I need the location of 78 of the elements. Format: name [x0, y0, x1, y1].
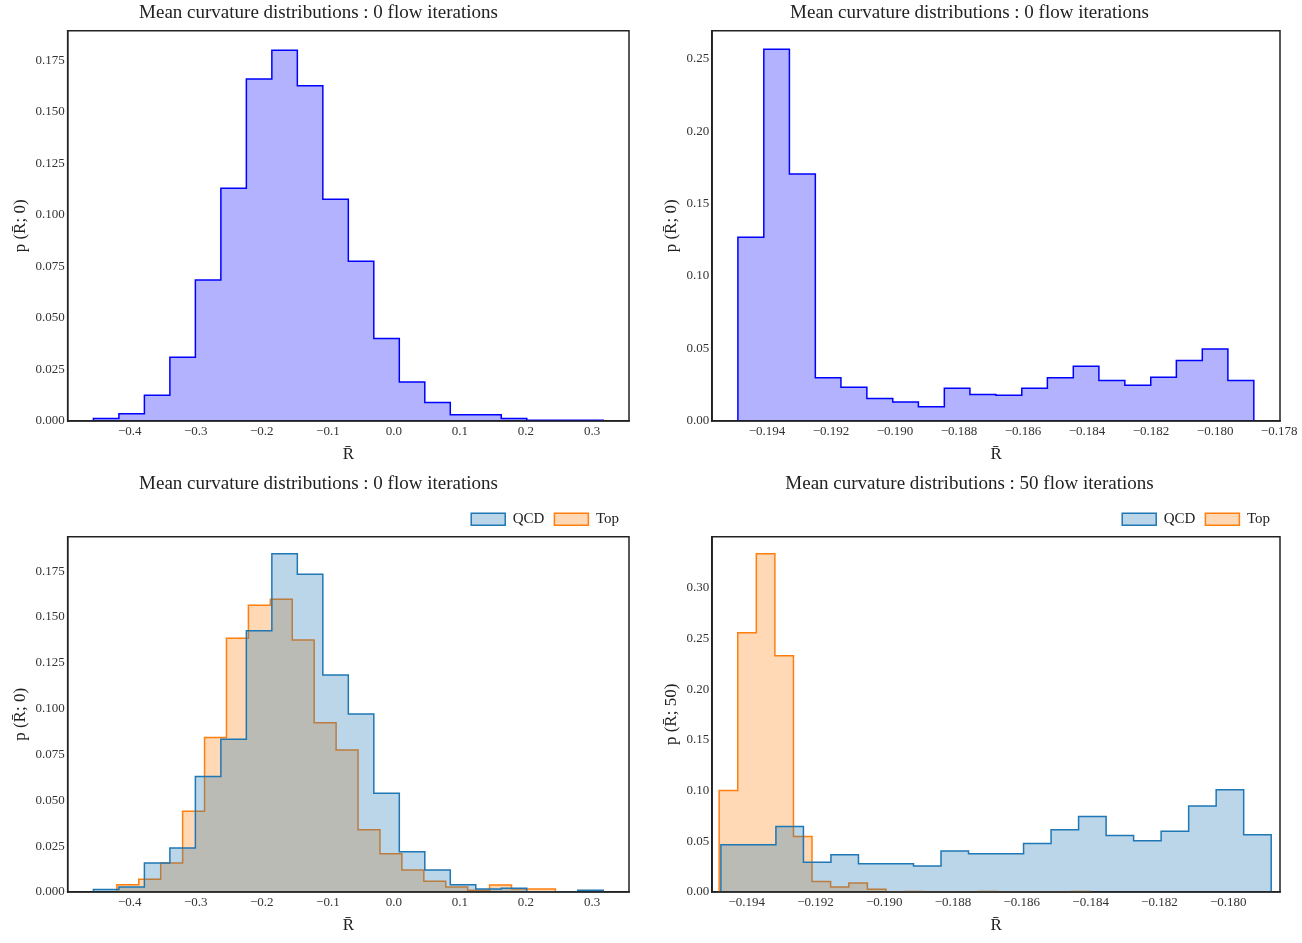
legend-label: Top [1246, 510, 1271, 527]
x-tick-label: 0.0 [385, 423, 403, 439]
y-axis-title: p (R̄; 0) [9, 199, 29, 253]
x-tick-label: −0.192 [812, 423, 850, 439]
y-tick-label: 0.050 [35, 791, 65, 807]
legend-label: QCD [512, 510, 545, 527]
chart-title: Mean curvature distributions : 50 flow iterations [785, 472, 1154, 494]
y-tick-label: 0.20 [686, 680, 710, 696]
y-tick-label: 0.175 [35, 51, 65, 67]
y-tick-label: 0.20 [686, 122, 710, 138]
y-tick-label: 0.15 [686, 195, 710, 210]
x-tick-label: −0.4 [117, 423, 143, 439]
chart-title: Mean curvature distributions : 0 flow iterations [790, 1, 1149, 23]
y-tick-label: 0.000 [35, 412, 65, 428]
y-axis-title: p (R̄; 0) [9, 687, 29, 741]
x-tick-label: −0.194 [748, 423, 786, 439]
x-tick-label: −0.192 [797, 894, 834, 910]
x-tick-label: 0.1 [451, 894, 469, 910]
x-tick-label: −0.2 [250, 894, 274, 910]
x-tick-label: 0.2 [517, 894, 535, 910]
x-tick-label: −0.184 [1068, 423, 1106, 439]
x-axis-title: R̄ [342, 915, 355, 935]
y-tick-label: 0.10 [686, 267, 710, 283]
x-tick-label: −0.190 [876, 423, 914, 439]
x-tick-label: 0.2 [517, 423, 535, 439]
x-tick-label: −0.184 [1072, 894, 1110, 910]
x-axis-title: R̄ [990, 915, 1003, 935]
legend-label: Top [595, 510, 620, 527]
y-tick-label: 0.125 [35, 654, 65, 670]
x-tick-label: −0.190 [865, 894, 903, 910]
chart-title: Mean curvature distributions : 0 flow iterations [139, 1, 498, 23]
y-tick-label: 0.05 [686, 339, 710, 355]
y-tick-label: 0.125 [35, 154, 65, 170]
x-tick-label: −0.182 [1132, 423, 1170, 439]
y-tick-label: 0.050 [35, 309, 65, 325]
x-tick-label: −0.180 [1196, 423, 1234, 439]
y-tick-label: 0.000 [35, 883, 65, 899]
x-tick-label: −0.182 [1141, 894, 1178, 910]
x-tick-label: −0.2 [250, 423, 274, 439]
x-tick-label: −0.180 [1209, 894, 1247, 910]
y-tick-label: 0.025 [35, 837, 65, 853]
x-tick-label: −0.186 [1004, 423, 1042, 439]
x-axis-title: R̄ [342, 444, 355, 464]
y-tick-label: 0.150 [35, 608, 65, 624]
y-tick-label: 0.025 [35, 360, 65, 376]
y-tick-label: 0.30 [686, 579, 710, 595]
y-tick-label: 0.10 [686, 782, 710, 798]
x-tick-label: −0.178 [1260, 423, 1298, 439]
x-tick-label: −0.4 [117, 894, 143, 910]
y-tick-label: 0.25 [686, 630, 710, 646]
x-tick-label: −0.1 [316, 423, 340, 439]
legend-label: QCD [1163, 510, 1196, 527]
y-tick-label: 0.00 [686, 883, 710, 899]
y-axis-title: p (R̄; 0) [660, 199, 680, 253]
x-tick-label: −0.3 [183, 894, 208, 910]
y-tick-label: 0.175 [35, 562, 65, 578]
x-axis-title: R̄ [990, 444, 1003, 464]
x-tick-label: −0.3 [183, 423, 208, 439]
y-tick-label: 0.00 [686, 412, 710, 428]
x-tick-label: −0.1 [316, 894, 340, 910]
y-tick-label: 0.05 [686, 832, 710, 848]
y-axis-title: p (R̄; 50) [660, 683, 680, 746]
x-tick-label: 0.0 [385, 894, 403, 910]
y-tick-label: 0.075 [35, 745, 65, 761]
x-tick-label: 0.1 [451, 423, 469, 439]
x-tick-label: −0.188 [940, 423, 978, 439]
y-tick-label: 0.25 [686, 50, 710, 66]
y-tick-label: 0.100 [35, 700, 65, 716]
y-tick-label: 0.150 [35, 103, 65, 119]
x-tick-label: 0.3 [583, 894, 601, 910]
y-tick-label: 0.100 [35, 206, 65, 222]
x-tick-label: −0.194 [728, 894, 766, 910]
y-tick-label: 0.15 [686, 731, 710, 747]
x-tick-label: −0.188 [934, 894, 972, 910]
x-tick-label: 0.3 [583, 423, 601, 439]
x-tick-label: −0.186 [1003, 894, 1041, 910]
y-tick-label: 0.075 [35, 257, 65, 273]
chart-title: Mean curvature distributions : 0 flow iterations [139, 472, 498, 494]
